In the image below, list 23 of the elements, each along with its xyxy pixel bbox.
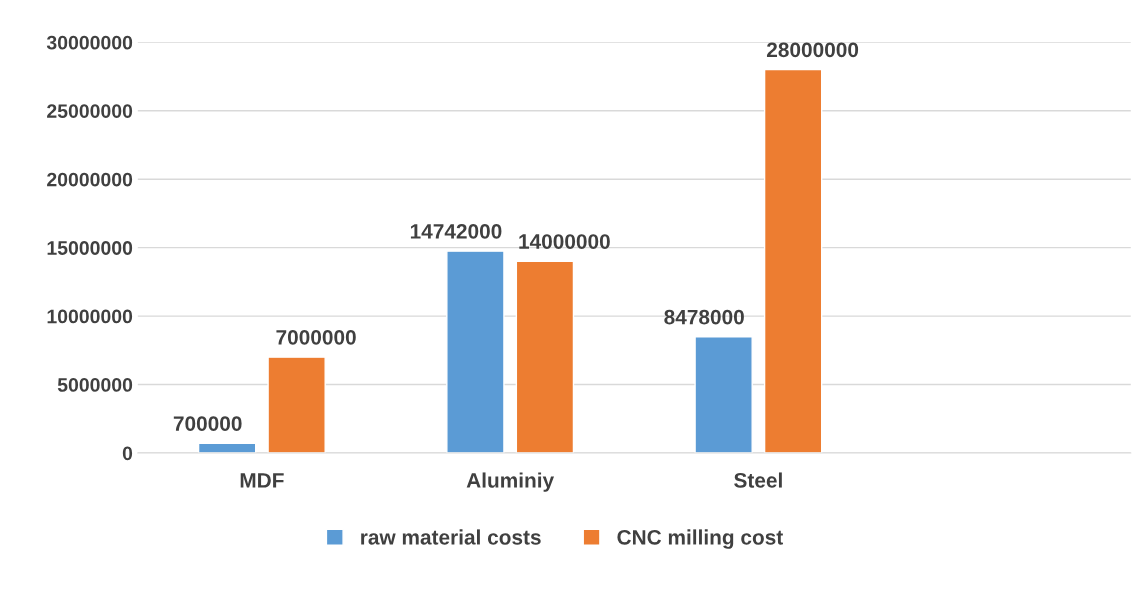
data-label: 8478000 [664, 309, 744, 325]
y-tick-label: 20000000 [47, 172, 133, 187]
y-tick-label: 15000000 [47, 241, 133, 255]
bar [694, 336, 753, 453]
y-tick-label: 10000000 [47, 309, 133, 324]
x-tick-label: Aluminiy [466, 472, 555, 492]
bar [267, 356, 326, 453]
data-label: 700000 [173, 416, 242, 431]
y-tick-label: 25000000 [47, 104, 133, 118]
x-tick-label: Steel [734, 472, 782, 488]
y-tick-label: 5000000 [57, 378, 133, 392]
data-label: 28000000 [766, 42, 859, 58]
y-tick-label: 30000000 [46, 35, 133, 50]
data-label: 14000000 [519, 234, 610, 249]
bar [515, 260, 575, 453]
y-tick-label: 0 [122, 446, 133, 461]
data-label: 14742000 [410, 223, 502, 239]
x-tick-label: MDF [240, 473, 284, 488]
bar [446, 250, 505, 453]
legend-label: CNC milling cost [617, 529, 783, 549]
bar [763, 68, 823, 453]
legend-label: raw material costs [361, 529, 541, 545]
data-label: 7000000 [276, 329, 356, 345]
